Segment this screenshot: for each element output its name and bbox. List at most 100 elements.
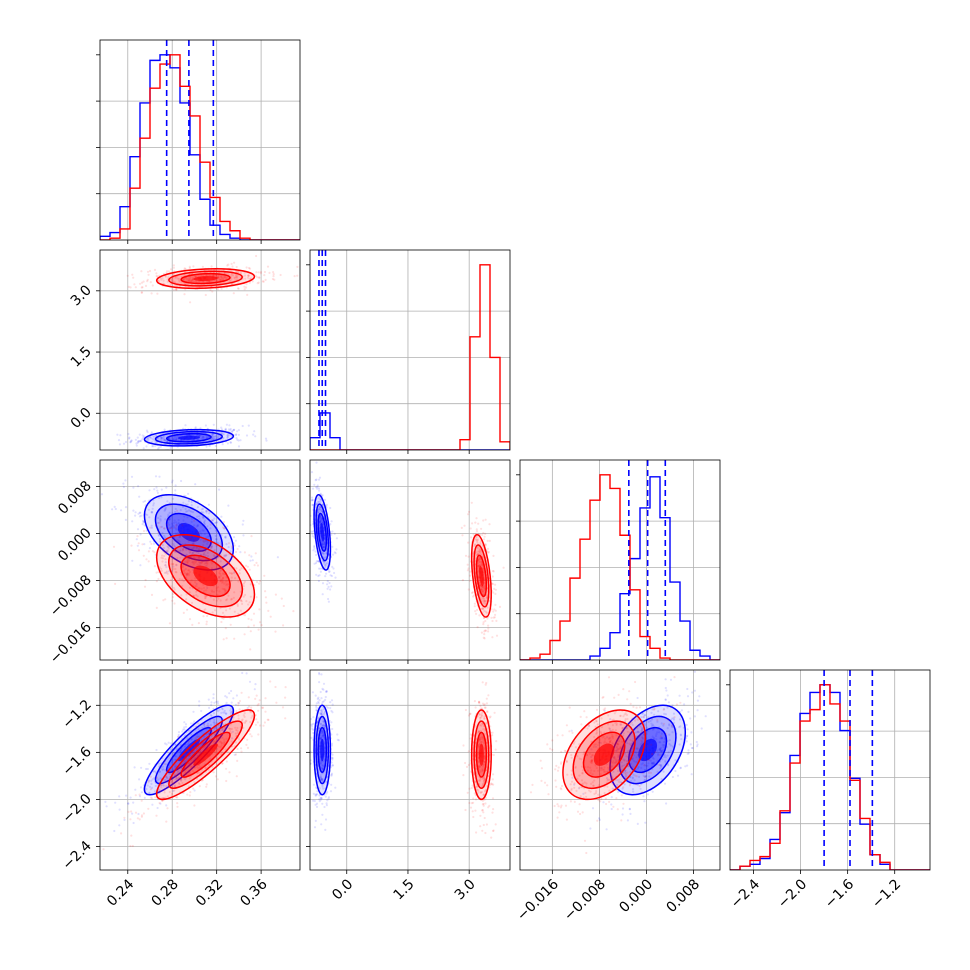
- scatter-point: [234, 732, 237, 735]
- scatter-point: [246, 706, 249, 710]
- scatter-point: [163, 759, 166, 763]
- scatter-point: [183, 734, 187, 737]
- scatter-point: [201, 511, 204, 514]
- scatter-point: [267, 609, 270, 613]
- scatter-point: [134, 286, 137, 289]
- scatter-point: [211, 590, 214, 593]
- scatter-point: [163, 551, 167, 554]
- scatter-point: [232, 571, 236, 575]
- scatter-point: [265, 601, 268, 604]
- scatter-point: [186, 560, 189, 563]
- scatter-point: [139, 786, 143, 789]
- scatter-point: [169, 282, 172, 285]
- scatter-point: [241, 718, 244, 721]
- scatter-point: [318, 511, 321, 514]
- scatter-point: [204, 597, 207, 600]
- scatter-point: [320, 697, 323, 700]
- scatter-point: [327, 597, 330, 601]
- scatter-point: [664, 678, 667, 681]
- scatter-point: [238, 702, 241, 705]
- scatter-point: [326, 580, 329, 583]
- scatter-point: [322, 700, 325, 703]
- scatter-point: [486, 595, 489, 598]
- scatter-point: [136, 544, 139, 547]
- scatter-point: [490, 608, 493, 611]
- scatter-point: [222, 638, 225, 641]
- scatter-point: [155, 606, 158, 610]
- scatter-point: [218, 590, 221, 593]
- scatter-point: [325, 562, 328, 565]
- scatter-point: [257, 733, 260, 736]
- scatter-point: [156, 292, 159, 295]
- scatter-point: [198, 785, 201, 788]
- scatter-point: [234, 741, 238, 744]
- scatter-point: [146, 280, 149, 283]
- scatter-point: [172, 544, 175, 547]
- scatter-point: [313, 562, 316, 565]
- scatter-point: [178, 540, 181, 543]
- scatter-point: [219, 746, 222, 749]
- scatter-point: [130, 810, 133, 813]
- scatter-point: [273, 278, 276, 281]
- scatter-point: [213, 733, 216, 736]
- scatter-point: [698, 695, 701, 698]
- scatter-point: [175, 524, 178, 527]
- scatter-point: [221, 708, 224, 711]
- scatter-point: [136, 441, 139, 444]
- scatter-point: [171, 599, 174, 602]
- scatter-point: [225, 599, 228, 602]
- scatter-point: [318, 505, 321, 508]
- scatter-point: [185, 553, 188, 556]
- scatter-point: [142, 447, 145, 450]
- scatter-point: [204, 596, 207, 599]
- scatter-point: [163, 439, 166, 442]
- scatter-point: [467, 763, 470, 767]
- scatter-point: [195, 559, 198, 563]
- scatter-point: [467, 510, 471, 513]
- scatter-point: [249, 595, 252, 598]
- scatter-point: [171, 596, 174, 599]
- scatter-point: [216, 541, 219, 544]
- scatter-point: [488, 599, 491, 602]
- scatter-point: [195, 593, 198, 597]
- scatter-point: [147, 273, 150, 276]
- scatter-point: [460, 526, 463, 530]
- scatter-point: [158, 770, 161, 773]
- scatter-point: [221, 276, 224, 279]
- scatter-point: [223, 726, 226, 729]
- scatter-point: [243, 288, 246, 291]
- scatter-point: [120, 509, 123, 512]
- scatter-point: [461, 534, 464, 537]
- scatter-point: [211, 434, 214, 437]
- scatter-point: [610, 796, 613, 799]
- scatter-point: [318, 520, 321, 523]
- scatter-point: [244, 720, 247, 723]
- scatter-point: [151, 797, 154, 800]
- scatter-point: [202, 615, 205, 618]
- scatter-point: [310, 530, 313, 533]
- scatter-point: [275, 701, 278, 704]
- scatter-point: [176, 770, 179, 774]
- scatter-point: [190, 510, 193, 513]
- scatter-point: [257, 628, 260, 631]
- scatter-point: [167, 270, 170, 273]
- scatter-point: [172, 288, 175, 291]
- scatter-point: [177, 550, 180, 553]
- scatter-point: [482, 636, 485, 639]
- scatter-point: [222, 723, 225, 726]
- scatter-point: [161, 796, 164, 800]
- scatter-point: [193, 561, 196, 564]
- scatter-point: [258, 582, 261, 585]
- scatter-point: [199, 750, 202, 754]
- scatter-point: [173, 602, 176, 605]
- scatter-point: [477, 522, 480, 525]
- scatter-point: [315, 573, 318, 576]
- scatter-point: [482, 608, 485, 611]
- scatter-point: [215, 274, 218, 277]
- scatter-point: [175, 288, 178, 291]
- scatter-point: [315, 553, 318, 557]
- scatter-point: [204, 608, 207, 611]
- scatter-point: [491, 636, 494, 639]
- scatter-point: [152, 504, 155, 507]
- scatter-point: [247, 424, 250, 427]
